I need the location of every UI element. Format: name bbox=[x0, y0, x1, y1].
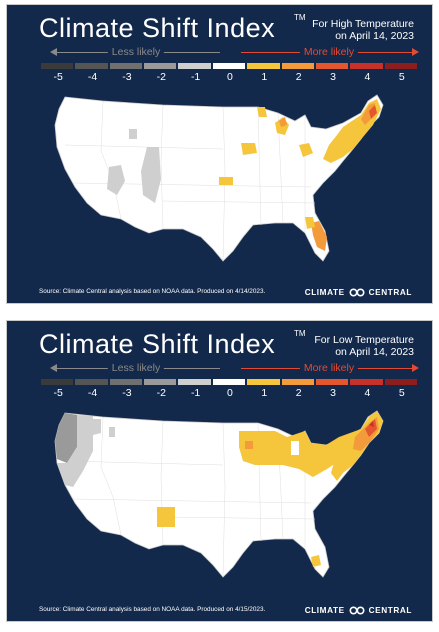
right-arrow-icon bbox=[412, 48, 419, 56]
scale-tick: 1 bbox=[261, 387, 268, 399]
panel-title: Climate Shift Index bbox=[39, 329, 276, 359]
source-note: Source: Climate Central analysis based o… bbox=[39, 288, 266, 295]
scale-tick: -4 bbox=[87, 71, 98, 83]
more-likely-indicator: More likely bbox=[241, 362, 419, 374]
scale-swatch bbox=[75, 63, 108, 69]
logo-word-left: CLIMATE bbox=[304, 288, 345, 297]
scale-ticks: -5 -4 -3 -2 -1 0 1 2 3 4 5 bbox=[41, 71, 419, 83]
scale-swatch bbox=[212, 379, 246, 385]
more-likely-indicator: More likely bbox=[241, 46, 419, 58]
positive-anomaly-regions bbox=[157, 411, 383, 567]
less-likely-label: Less likely bbox=[107, 46, 165, 58]
infinity-logo-icon bbox=[349, 288, 365, 297]
scale-tick: 0 bbox=[227, 387, 233, 399]
source-note: Source: Climate Central analysis based o… bbox=[39, 606, 266, 613]
scale-tick: 5 bbox=[398, 387, 405, 399]
scale-swatch bbox=[109, 63, 143, 69]
negative-anomaly-regions bbox=[107, 129, 161, 203]
scale-tick: 4 bbox=[364, 71, 371, 83]
scale-swatch bbox=[315, 63, 349, 69]
scale-tick: -2 bbox=[156, 71, 166, 83]
trademark-mark: TM bbox=[294, 329, 306, 338]
more-likely-label: More likely bbox=[299, 46, 359, 58]
scale-tick: 4 bbox=[364, 387, 371, 399]
scale-swatch bbox=[41, 379, 74, 385]
scale-tick: -1 bbox=[190, 71, 201, 83]
csi-panel-low-temperature: Climate Shift Index TM For Low Temperatu… bbox=[6, 320, 433, 622]
more-likely-label: More likely bbox=[299, 362, 359, 374]
scale-swatch bbox=[350, 63, 383, 69]
scale-swatch bbox=[315, 379, 349, 385]
scale-tick: 1 bbox=[261, 71, 268, 83]
scale-swatch bbox=[212, 63, 246, 69]
less-likely-indicator: Less likely bbox=[50, 362, 220, 374]
less-likely-label: Less likely bbox=[107, 362, 165, 374]
color-scale bbox=[41, 379, 419, 385]
scale-swatch bbox=[144, 63, 177, 69]
us-map bbox=[54, 410, 384, 578]
less-likely-indicator: Less likely bbox=[50, 46, 220, 58]
panel-subtitle-metric: For High Temperature bbox=[312, 18, 414, 30]
scale-tick: 3 bbox=[330, 387, 336, 399]
infinity-logo-icon bbox=[349, 606, 365, 615]
negative-anomaly-regions bbox=[55, 413, 115, 487]
panel-title: Climate Shift Index bbox=[39, 13, 276, 43]
likelihood-row: Less likely More likely bbox=[7, 46, 432, 58]
scale-ticks: -5 -4 -3 -2 -1 0 1 2 3 4 5 bbox=[41, 387, 419, 399]
state-borders bbox=[64, 416, 316, 578]
scale-swatch bbox=[247, 63, 280, 69]
scale-tick: -3 bbox=[122, 387, 132, 399]
scale-swatch bbox=[178, 63, 211, 69]
scale-swatch bbox=[109, 379, 143, 385]
panel-subtitle-date: on April 14, 2023 bbox=[335, 346, 414, 358]
scale-swatch bbox=[281, 379, 314, 385]
color-scale bbox=[41, 63, 419, 69]
left-arrow-icon bbox=[50, 48, 57, 56]
scale-swatch bbox=[384, 379, 417, 385]
scale-swatch bbox=[281, 63, 314, 69]
climate-central-logo: CLIMATE CENTRAL bbox=[305, 288, 412, 297]
likelihood-row: Less likely More likely bbox=[7, 362, 432, 374]
scale-tick: 0 bbox=[227, 71, 233, 83]
scale-tick: -3 bbox=[122, 71, 132, 83]
scale-tick: 5 bbox=[398, 71, 405, 83]
scale-swatch bbox=[144, 379, 177, 385]
scale-tick: 2 bbox=[295, 71, 302, 83]
panel-subtitle-metric: For Low Temperature bbox=[314, 334, 414, 346]
scale-tick: -5 bbox=[53, 387, 63, 399]
scale-tick: -4 bbox=[87, 387, 98, 399]
scale-tick: -2 bbox=[156, 387, 166, 399]
scale-swatch bbox=[75, 379, 108, 385]
logo-word-right: CENTRAL bbox=[368, 288, 412, 297]
logo-word-right: CENTRAL bbox=[368, 606, 412, 615]
us-outline bbox=[54, 410, 384, 578]
trademark-mark: TM bbox=[294, 13, 306, 22]
us-map bbox=[54, 94, 384, 262]
scale-swatch bbox=[384, 63, 417, 69]
scale-swatch bbox=[178, 379, 211, 385]
left-arrow-icon bbox=[50, 364, 57, 372]
scale-swatch bbox=[350, 379, 383, 385]
logo-word-left: CLIMATE bbox=[304, 606, 345, 615]
panel-subtitle-date: on April 14, 2023 bbox=[335, 30, 414, 42]
scale-tick: 2 bbox=[295, 387, 302, 399]
csi-panel-high-temperature: Climate Shift Index TM For High Temperat… bbox=[6, 4, 433, 304]
right-arrow-icon bbox=[412, 364, 419, 372]
climate-central-logo: CLIMATE CENTRAL bbox=[305, 606, 412, 615]
scale-tick: 3 bbox=[330, 71, 336, 83]
scale-tick: -1 bbox=[190, 387, 201, 399]
scale-swatch bbox=[41, 63, 74, 69]
scale-swatch bbox=[247, 379, 280, 385]
positive-anomaly-regions bbox=[219, 99, 381, 251]
scale-tick: -5 bbox=[53, 71, 63, 83]
